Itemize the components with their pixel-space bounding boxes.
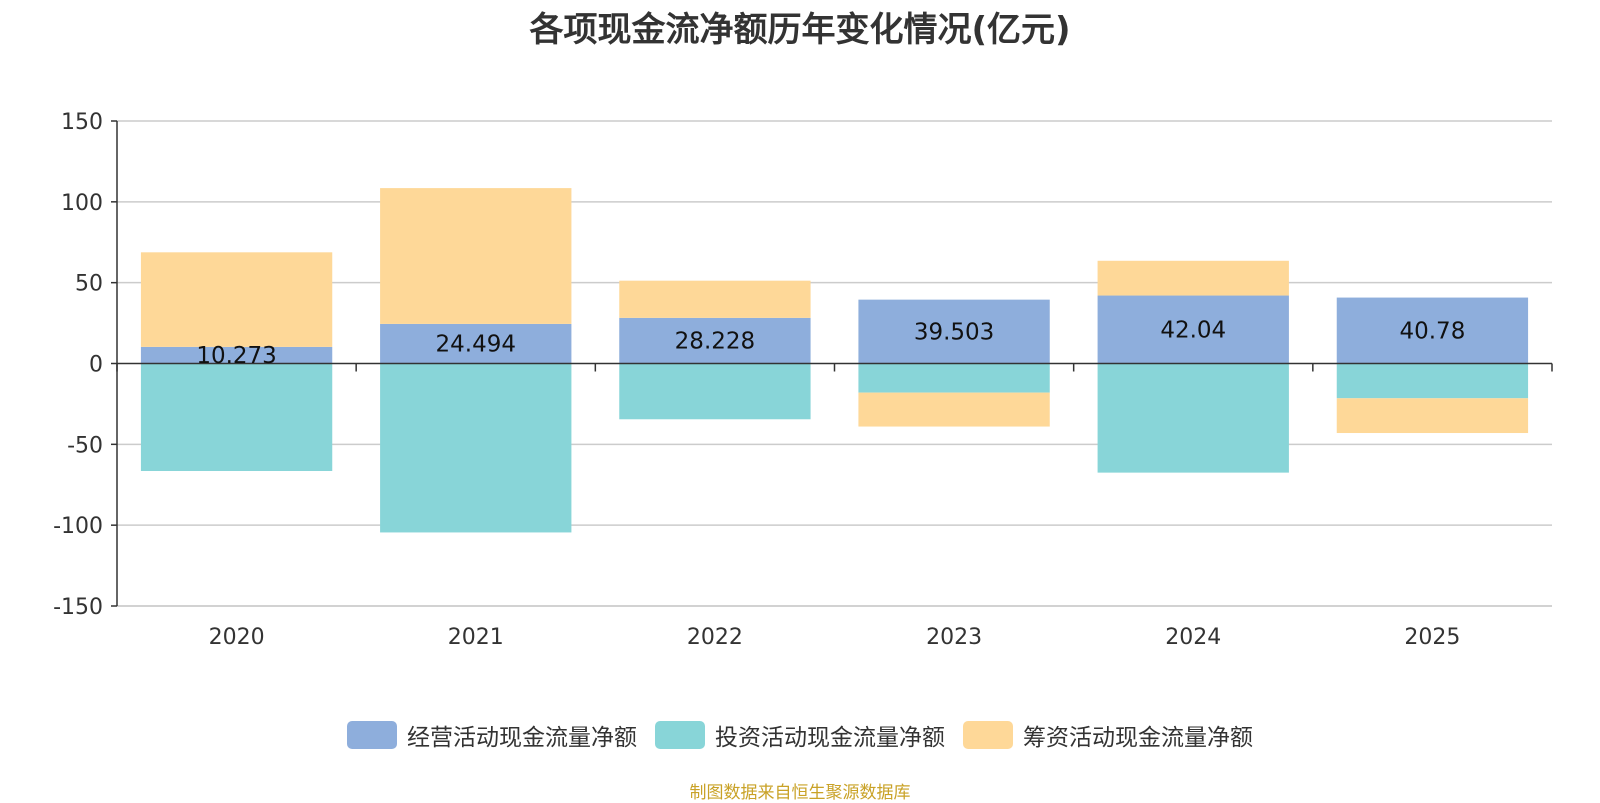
legend-swatch-operating: [347, 721, 397, 749]
legend: 经营活动现金流量净额 投资活动现金流量净额 筹资活动现金流量净额: [0, 718, 1600, 752]
y-tick-label: 0: [89, 353, 103, 378]
bar-segment[interactable]: [140, 363, 333, 472]
x-tick-label: 2024: [1165, 625, 1221, 650]
data-label: 42.04: [1160, 318, 1226, 344]
bar-segment[interactable]: [858, 363, 1050, 393]
bar-segment[interactable]: [1097, 295, 1289, 364]
bar-segment[interactable]: [380, 323, 572, 364]
legend-label-operating: 经营活动现金流量净额: [407, 725, 637, 751]
y-tick-label: -50: [67, 433, 103, 458]
y-tick-label: -100: [53, 514, 103, 539]
legend-label-investing: 投资活动现金流量净额: [715, 725, 945, 751]
bar-segment[interactable]: [1336, 297, 1529, 364]
axes: 150 100 50 0 -50 -100 -150 2020 2021 2022 2023 2024…: [53, 110, 1553, 650]
legend-swatch-investing: [655, 721, 705, 749]
data-label: 40.78: [1399, 319, 1465, 345]
chart-title: 各项现金流净额历年变化情况(亿元): [529, 10, 1071, 50]
x-tick-label: 2025: [1404, 625, 1460, 650]
data-label: 24.494: [436, 332, 516, 358]
bar-segment[interactable]: [858, 392, 1050, 427]
bar-segment[interactable]: [1097, 363, 1289, 473]
cash-flow-chart: 150 100 50 0 -50 -100 -150 2020 2021 2022 2023 2024…: [53, 110, 1553, 650]
bar-segment[interactable]: [1336, 363, 1529, 399]
x-tick-label: 2020: [209, 625, 265, 650]
bar-segment[interactable]: [1336, 398, 1529, 434]
legend-item-operating[interactable]: 经营活动现金流量净额: [347, 718, 637, 752]
source-note: 制图数据来自恒生聚源数据库: [689, 783, 911, 803]
data-labels: 10.273 24.494 28.228 39.503 42.04 40.78: [196, 318, 1465, 370]
bar-segment[interactable]: [619, 317, 811, 364]
y-tick-label: 150: [61, 110, 103, 135]
bar-segment[interactable]: [140, 252, 333, 347]
bar-segment[interactable]: [1097, 260, 1289, 296]
y-tick-label: -150: [53, 595, 103, 620]
bar-segment[interactable]: [380, 188, 572, 324]
x-tick-label: 2022: [687, 625, 743, 650]
bar-segment[interactable]: [140, 346, 333, 364]
legend-swatch-financing: [963, 721, 1013, 749]
data-label: 39.503: [914, 320, 994, 346]
data-label: 28.228: [675, 329, 755, 355]
x-tick-label: 2021: [448, 625, 504, 650]
y-tick-label: 50: [75, 272, 103, 297]
bar-segment[interactable]: [619, 363, 811, 420]
bar-segment[interactable]: [380, 363, 572, 533]
bar-segment[interactable]: [619, 280, 811, 318]
data-label: 10.273: [196, 343, 276, 369]
y-tick-label: 100: [61, 191, 103, 216]
legend-label-financing: 筹资活动现金流量净额: [1023, 725, 1253, 751]
bars: [140, 188, 1529, 533]
legend-item-investing[interactable]: 投资活动现金流量净额: [655, 718, 945, 752]
bar-segment[interactable]: [858, 299, 1050, 364]
x-tick-label: 2023: [926, 625, 982, 650]
legend-item-financing[interactable]: 筹资活动现金流量净额: [963, 718, 1253, 752]
grid-lines: [117, 120, 1552, 607]
